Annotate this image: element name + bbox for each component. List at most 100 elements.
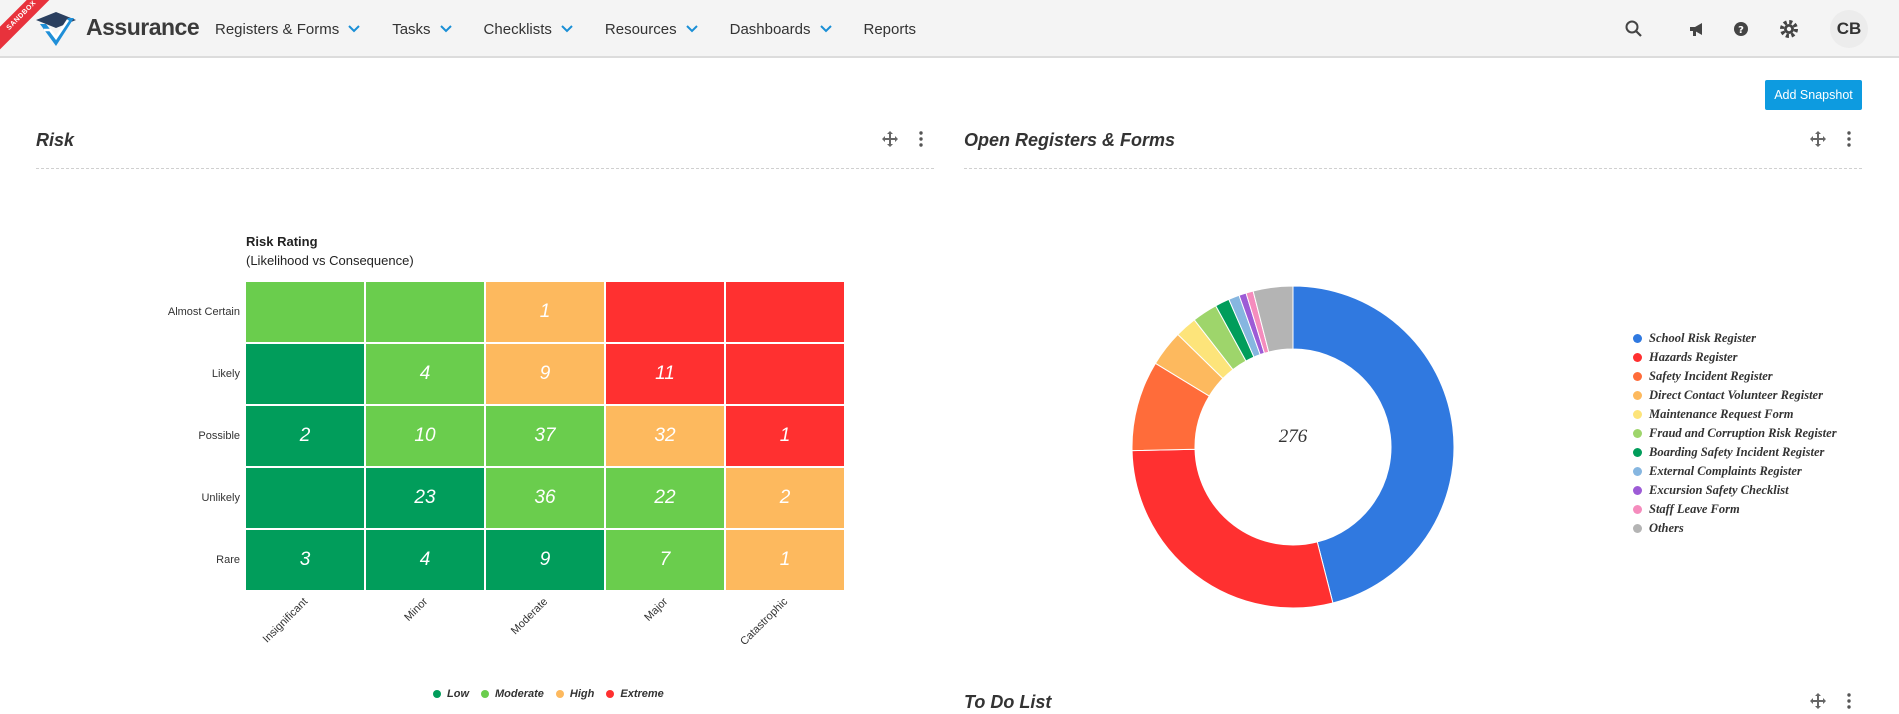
heatmap-column-label: Catastrophic [738, 595, 791, 648]
heatmap-cell[interactable]: 9 [486, 344, 604, 404]
menu-item-checklists[interactable]: Checklists [484, 21, 573, 38]
more-vertical-icon[interactable] [1840, 692, 1858, 710]
chevron-down-icon [819, 25, 832, 33]
donut-legend-item[interactable]: Others [1633, 519, 1837, 538]
legend-swatch [555, 690, 564, 698]
heatmap-cell[interactable]: 11 [606, 344, 724, 404]
donut-slice[interactable] [1292, 285, 1455, 604]
todo-panel-title: To Do List [964, 692, 1052, 712]
heatmap-row-label: Unlikely [201, 492, 240, 504]
heatmap-cell[interactable]: 2 [726, 468, 844, 528]
heatmap-cell[interactable]: 1 [486, 282, 604, 342]
brand-name[interactable]: Assurance [86, 14, 200, 40]
heatmap-cell[interactable] [246, 282, 364, 342]
legend-label: Extreme [620, 688, 664, 700]
legend-swatch [1633, 334, 1642, 343]
risk-panel-divider [36, 168, 934, 169]
menu-item-resources[interactable]: Resources [605, 21, 698, 38]
gear-icon[interactable] [1778, 18, 1800, 40]
heatmap-legend-item[interactable]: Extreme [606, 688, 664, 700]
search-icon[interactable] [1624, 19, 1644, 39]
heatmap-column-label: Minor [402, 595, 431, 624]
heatmap-cell[interactable]: 4 [366, 530, 484, 590]
legend-label: Direct Contact Volunteer Register [1649, 388, 1823, 402]
menu-item-dashboards[interactable]: Dashboards [730, 21, 832, 38]
legend-swatch [433, 690, 441, 698]
chevron-down-icon [439, 25, 452, 33]
donut-legend-item[interactable]: Staff Leave Form [1633, 500, 1837, 519]
heatmap-cell[interactable]: 37 [486, 406, 604, 466]
donut-legend-item[interactable]: Safety Incident Register [1633, 367, 1837, 386]
heatmap-legend-item[interactable]: High [555, 688, 594, 700]
donut-slice[interactable] [1252, 285, 1294, 353]
menu-item-label: Reports [863, 20, 917, 38]
move-icon[interactable] [1809, 692, 1827, 710]
heatmap-cell[interactable]: 4 [366, 344, 484, 404]
heatmap-cell[interactable]: 1 [726, 406, 844, 466]
open-registers-donut-chart [1131, 285, 1455, 609]
donut-legend-item[interactable]: Fraud and Corruption Risk Register [1633, 424, 1837, 443]
legend-swatch [1633, 429, 1642, 438]
legend-label: School Risk Register [1649, 331, 1756, 345]
menu-item-reports[interactable]: Reports [864, 21, 917, 38]
heatmap-cell[interactable] [606, 282, 724, 342]
donut-legend-item[interactable]: School Risk Register [1633, 329, 1837, 348]
help-icon[interactable]: ? [1731, 19, 1751, 39]
donut-slice[interactable] [1131, 448, 1334, 609]
more-vertical-icon[interactable] [1840, 130, 1858, 148]
legend-label: Hazards Register [1649, 350, 1738, 364]
legend-swatch [1633, 524, 1642, 533]
more-vertical-icon[interactable] [912, 130, 930, 148]
legend-label: Excursion Safety Checklist [1649, 483, 1789, 497]
heatmap-legend-item[interactable]: Low [433, 688, 469, 700]
menu-item-label: Dashboards [729, 20, 811, 38]
heatmap-cell[interactable] [726, 344, 844, 404]
assurance-logo-icon[interactable] [34, 10, 78, 48]
heatmap-legend-item[interactable]: Moderate [481, 688, 544, 700]
donut-legend-item[interactable]: Boarding Safety Incident Register [1633, 443, 1837, 462]
heatmap-cell[interactable]: 10 [366, 406, 484, 466]
heatmap-cell[interactable] [366, 282, 484, 342]
user-avatar[interactable]: CB [1830, 10, 1868, 48]
heatmap-subtitle: (Likelihood vs Consequence) [246, 253, 414, 268]
legend-label: External Complaints Register [1649, 464, 1802, 478]
legend-swatch [1633, 467, 1642, 476]
heatmap-cell[interactable]: 9 [486, 530, 604, 590]
heatmap-cell[interactable]: 2 [246, 406, 364, 466]
legend-swatch [1633, 448, 1642, 457]
chevron-down-icon [348, 25, 360, 33]
legend-swatch [1633, 410, 1642, 419]
open-registers-divider [964, 168, 1862, 169]
legend-label: Low [447, 688, 469, 700]
move-icon[interactable] [881, 130, 899, 148]
svg-text:?: ? [1738, 25, 1744, 36]
heatmap-row-label: Possible [198, 430, 240, 442]
donut-legend-item[interactable]: Maintenance Request Form [1633, 405, 1837, 424]
menu-item-label: Registers & Forms [215, 20, 340, 38]
megaphone-icon[interactable] [1687, 19, 1707, 39]
heatmap-title: Risk Rating [246, 234, 318, 249]
menu-item-registers-forms[interactable]: Registers & Forms [215, 21, 360, 38]
donut-legend-item[interactable]: External Complaints Register [1633, 462, 1837, 481]
menu-item-label: Resources [604, 20, 677, 38]
donut-legend-item[interactable]: Excursion Safety Checklist [1633, 481, 1837, 500]
heatmap-row-label: Likely [211, 368, 240, 380]
heatmap-cell[interactable] [246, 468, 364, 528]
heatmap-cell[interactable] [726, 282, 844, 342]
heatmap-cell[interactable]: 36 [486, 468, 604, 528]
heatmap-cell[interactable]: 1 [726, 530, 844, 590]
risk-panel-title: Risk [36, 130, 75, 150]
donut-legend-item[interactable]: Direct Contact Volunteer Register [1633, 386, 1837, 405]
chevron-down-icon [685, 25, 698, 33]
donut-legend-item[interactable]: Hazards Register [1633, 348, 1837, 367]
heatmap-cell[interactable]: 23 [366, 468, 484, 528]
heatmap-cell[interactable] [246, 344, 364, 404]
add-snapshot-button[interactable]: Add Snapshot [1765, 80, 1862, 110]
heatmap-row-label: Almost Certain [167, 306, 240, 318]
heatmap-cell[interactable]: 7 [606, 530, 724, 590]
menu-item-tasks[interactable]: Tasks [392, 21, 452, 38]
heatmap-cell[interactable]: 3 [246, 530, 364, 590]
heatmap-cell[interactable]: 32 [606, 406, 724, 466]
move-icon[interactable] [1809, 130, 1827, 148]
heatmap-cell[interactable]: 22 [606, 468, 724, 528]
